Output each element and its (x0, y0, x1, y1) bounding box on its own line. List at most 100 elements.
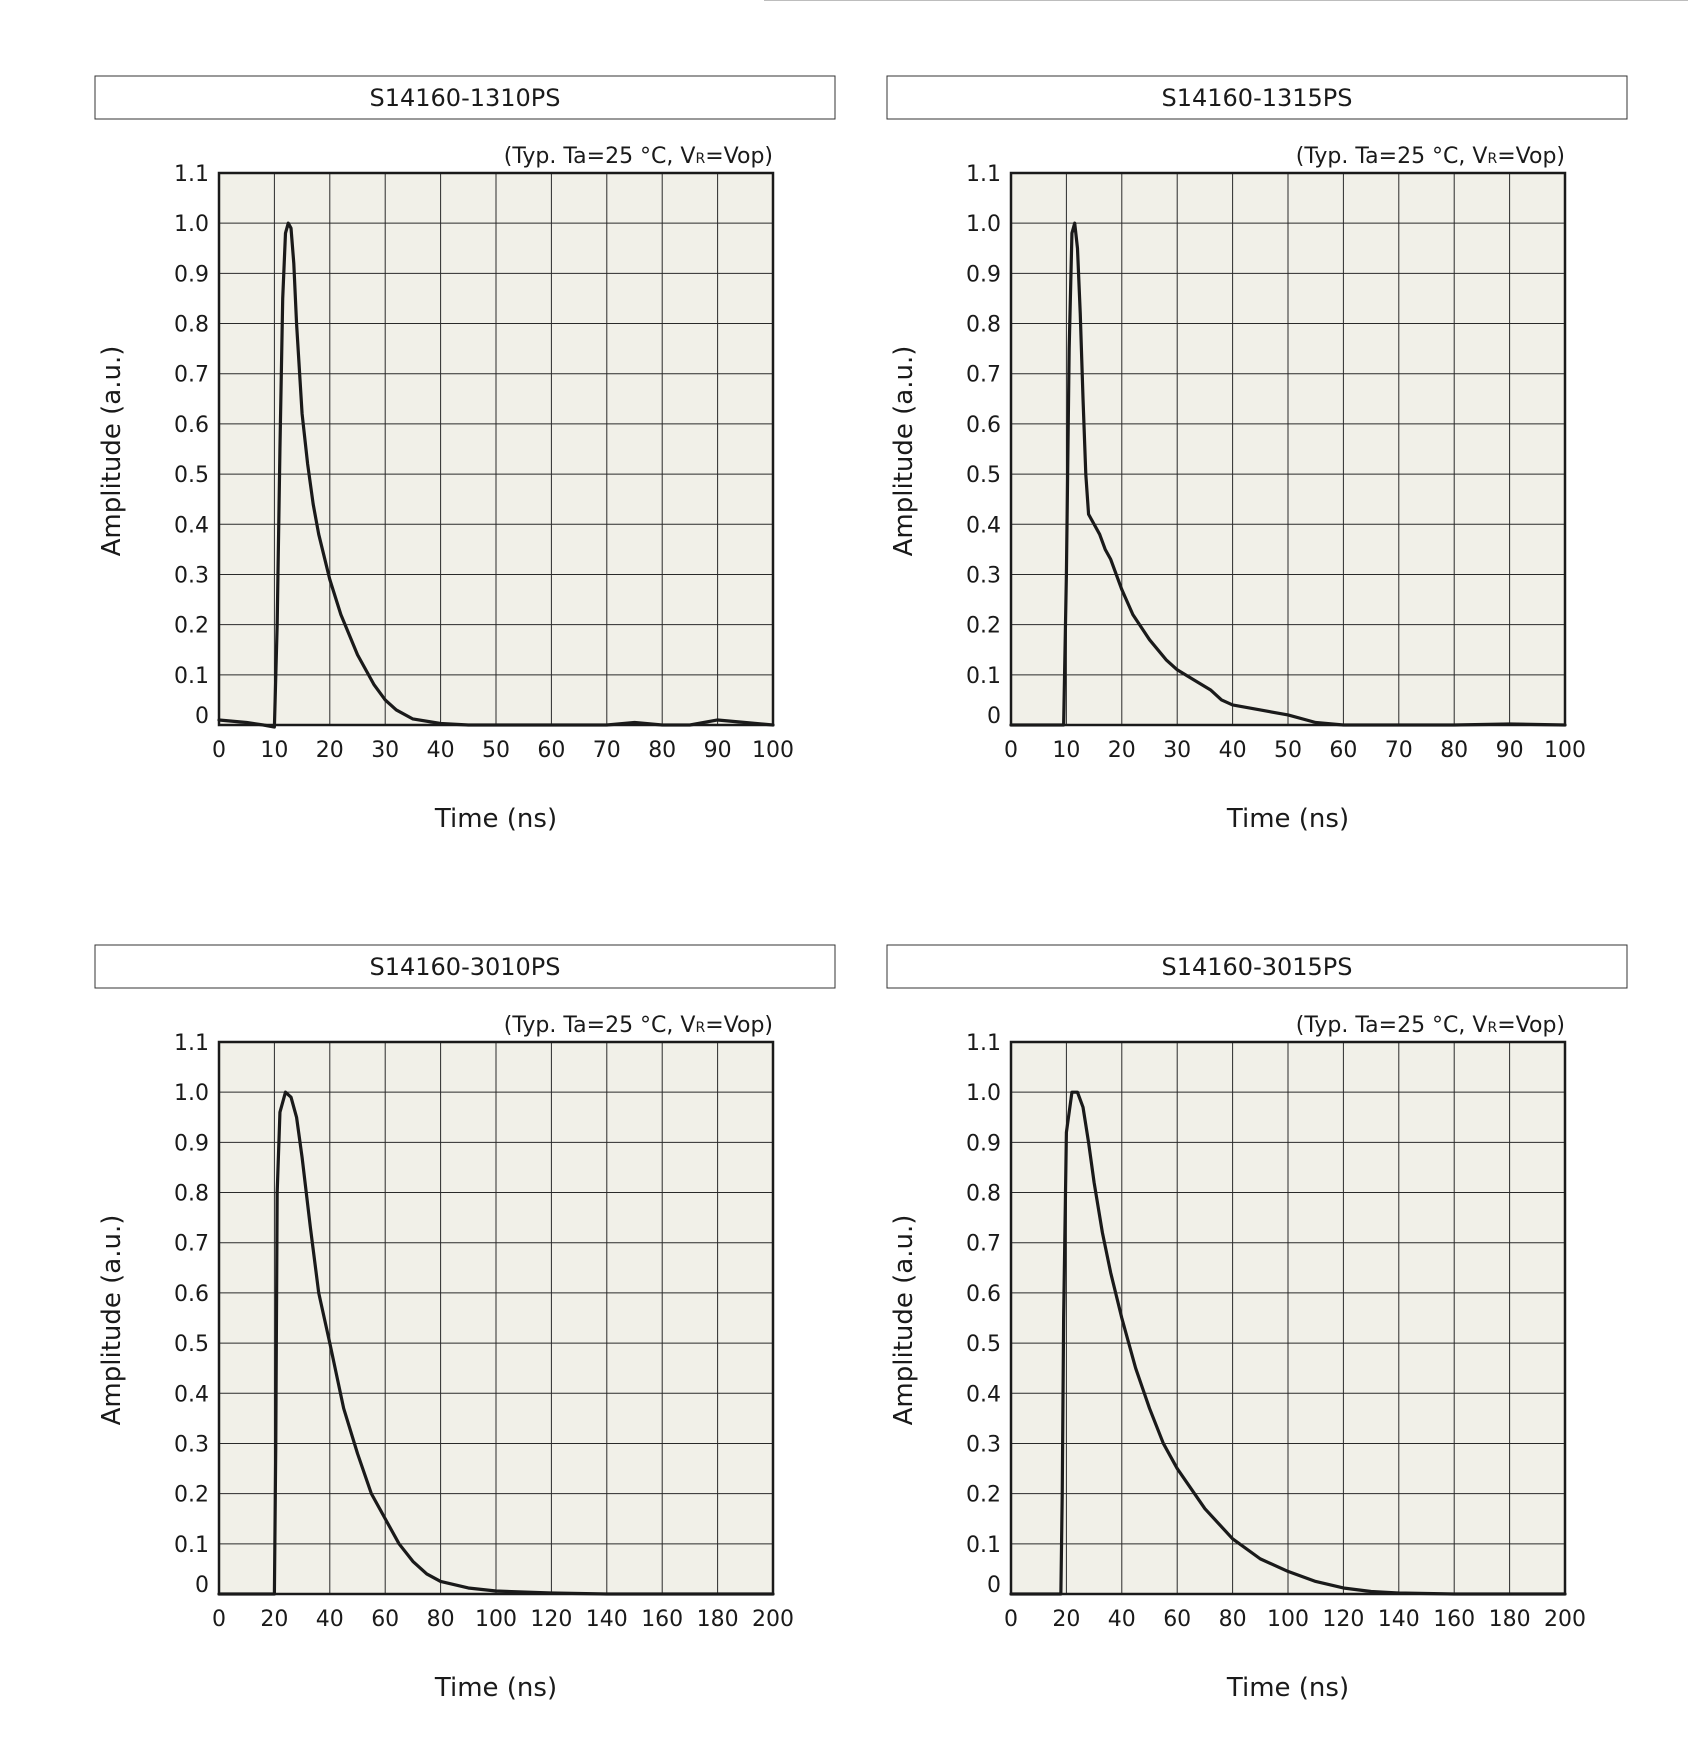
x-tick-label: 140 (1378, 1607, 1420, 1632)
chart-panel-4: S14160-3015PS (Typ. Ta=25 °C, VR=Vop) 0 20 4… (886, 944, 1628, 1703)
y-tick-label: 0.5 (966, 1332, 1001, 1357)
plot-frame (1009, 1040, 1567, 1596)
y-tick-label: 0 (987, 1573, 1001, 1598)
chart-title-box (94, 944, 836, 989)
y-tick-label: 0.8 (174, 313, 209, 338)
x-tick-label: 40 (1219, 738, 1247, 763)
y-tick-label: 1.1 (966, 1031, 1001, 1056)
condition-note: (Typ. Ta=25 °C, VR=Vop) (1296, 144, 1565, 169)
x-tick-label: 40 (316, 1607, 344, 1632)
x-tick-label: 30 (371, 738, 399, 763)
plot-frame (1009, 171, 1567, 727)
x-tick-label: 120 (1322, 1607, 1364, 1632)
x-tick-label: 180 (697, 1607, 739, 1632)
x-tick-label: 70 (1385, 738, 1413, 763)
x-tick-label: 0 (1004, 1607, 1018, 1632)
x-tick-label: 20 (1108, 738, 1136, 763)
x-tick-label: 80 (648, 738, 676, 763)
condition-suffix: =Vop) (705, 1013, 773, 1038)
y-tick-label: 1.1 (174, 162, 209, 187)
y-tick-label: 0.9 (966, 1131, 1001, 1156)
chart-title-box (886, 75, 1628, 120)
x-tick-label: 120 (530, 1607, 572, 1632)
x-tick-label: 20 (316, 738, 344, 763)
y-axis-label: Amplitude (a.u.) (97, 346, 127, 557)
y-tick-label: 0.9 (174, 1131, 209, 1156)
x-tick-label: 70 (593, 738, 621, 763)
condition-subscript: R (695, 151, 705, 167)
y-tick-label: 1.0 (966, 1081, 1001, 1106)
y-tick-label: 0.6 (966, 1282, 1001, 1307)
x-tick-label: 90 (704, 738, 732, 763)
x-tick-label: 30 (1163, 738, 1191, 763)
x-axis-label: Time (ns) (434, 804, 557, 834)
x-axis-label: Time (ns) (434, 1673, 557, 1703)
y-tick-label: 0.6 (966, 413, 1001, 438)
condition-note: (Typ. Ta=25 °C, VR=Vop) (504, 1013, 773, 1038)
y-tick-label: 0.3 (174, 1432, 209, 1457)
y-tick-label: 1.0 (174, 1081, 209, 1106)
chart-title-box (886, 944, 1628, 989)
plot-frame (217, 1040, 775, 1596)
condition-suffix: =Vop) (1497, 1013, 1565, 1038)
y-tick-label: 1.0 (966, 212, 1001, 237)
y-tick-label: 0 (195, 1573, 209, 1598)
x-tick-label: 90 (1496, 738, 1524, 763)
x-tick-label: 40 (427, 738, 455, 763)
condition-prefix: (Typ. Ta=25 °C, V (504, 144, 696, 169)
x-tick-label: 80 (1219, 1607, 1247, 1632)
chart-title-box (94, 75, 836, 120)
y-tick-label: 0.8 (174, 1182, 209, 1207)
x-tick-label: 100 (1544, 738, 1586, 763)
y-tick-label: 0.6 (174, 413, 209, 438)
x-tick-label: 200 (752, 1607, 794, 1632)
y-tick-label: 0.5 (174, 463, 209, 488)
chart-panel-1: S14160-1310PS (Typ. Ta=25 °C, VR=Vop) 0 10 2… (94, 75, 836, 834)
y-tick-label: 0.6 (174, 1282, 209, 1307)
y-axis-label: Amplitude (a.u.) (889, 1215, 919, 1426)
x-axis-label: Time (ns) (1226, 804, 1349, 834)
y-tick-label: 0.2 (174, 614, 209, 639)
y-tick-label: 1.1 (966, 162, 1001, 187)
x-tick-label: 20 (260, 1607, 288, 1632)
chart-title: S14160-1315PS (1161, 84, 1352, 112)
x-tick-label: 180 (1489, 1607, 1531, 1632)
condition-prefix: (Typ. Ta=25 °C, V (504, 1013, 696, 1038)
y-tick-label: 0.1 (966, 1533, 1001, 1558)
y-tick-label: 0.8 (966, 313, 1001, 338)
y-tick-label: 0.7 (174, 363, 209, 388)
x-tick-label: 100 (752, 738, 794, 763)
x-tick-label: 80 (1440, 738, 1468, 763)
x-tick-label: 160 (641, 1607, 683, 1632)
condition-suffix: =Vop) (705, 144, 773, 169)
y-tick-label: 0.4 (174, 513, 209, 538)
x-tick-label: 60 (1163, 1607, 1191, 1632)
chart-title: S14160-3015PS (1161, 953, 1352, 981)
y-tick-label: 0.7 (966, 363, 1001, 388)
chart-panel-2: S14160-1315PS (Typ. Ta=25 °C, VR=Vop) 0 10 2… (886, 75, 1628, 834)
x-tick-label: 160 (1433, 1607, 1475, 1632)
chart-title: S14160-3010PS (369, 953, 560, 981)
x-tick-label: 10 (1052, 738, 1080, 763)
series-line-1 (1009, 1090, 1567, 1596)
y-axis-label: Amplitude (a.u.) (97, 1215, 127, 1426)
y-tick-label: 0.2 (966, 614, 1001, 639)
y-tick-label: 0.1 (966, 664, 1001, 689)
y-tick-label: 0.4 (174, 1382, 209, 1407)
y-tick-label: 0.8 (966, 1182, 1001, 1207)
y-tick-label: 1.1 (174, 1031, 209, 1056)
condition-suffix: =Vop) (1497, 144, 1565, 169)
y-tick-label: 0.9 (174, 262, 209, 287)
x-tick-label: 60 (537, 738, 565, 763)
x-axis-label: Time (ns) (1226, 1673, 1349, 1703)
series-line-1 (1009, 221, 1567, 727)
y-tick-label: 0.7 (174, 1232, 209, 1257)
y-tick-label: 0.7 (966, 1232, 1001, 1257)
x-tick-label: 40 (1108, 1607, 1136, 1632)
y-tick-label: 0.5 (174, 1332, 209, 1357)
x-tick-label: 100 (1267, 1607, 1309, 1632)
chart-title: S14160-1310PS (369, 84, 560, 112)
series-line-1 (217, 221, 775, 729)
x-tick-label: 140 (586, 1607, 628, 1632)
